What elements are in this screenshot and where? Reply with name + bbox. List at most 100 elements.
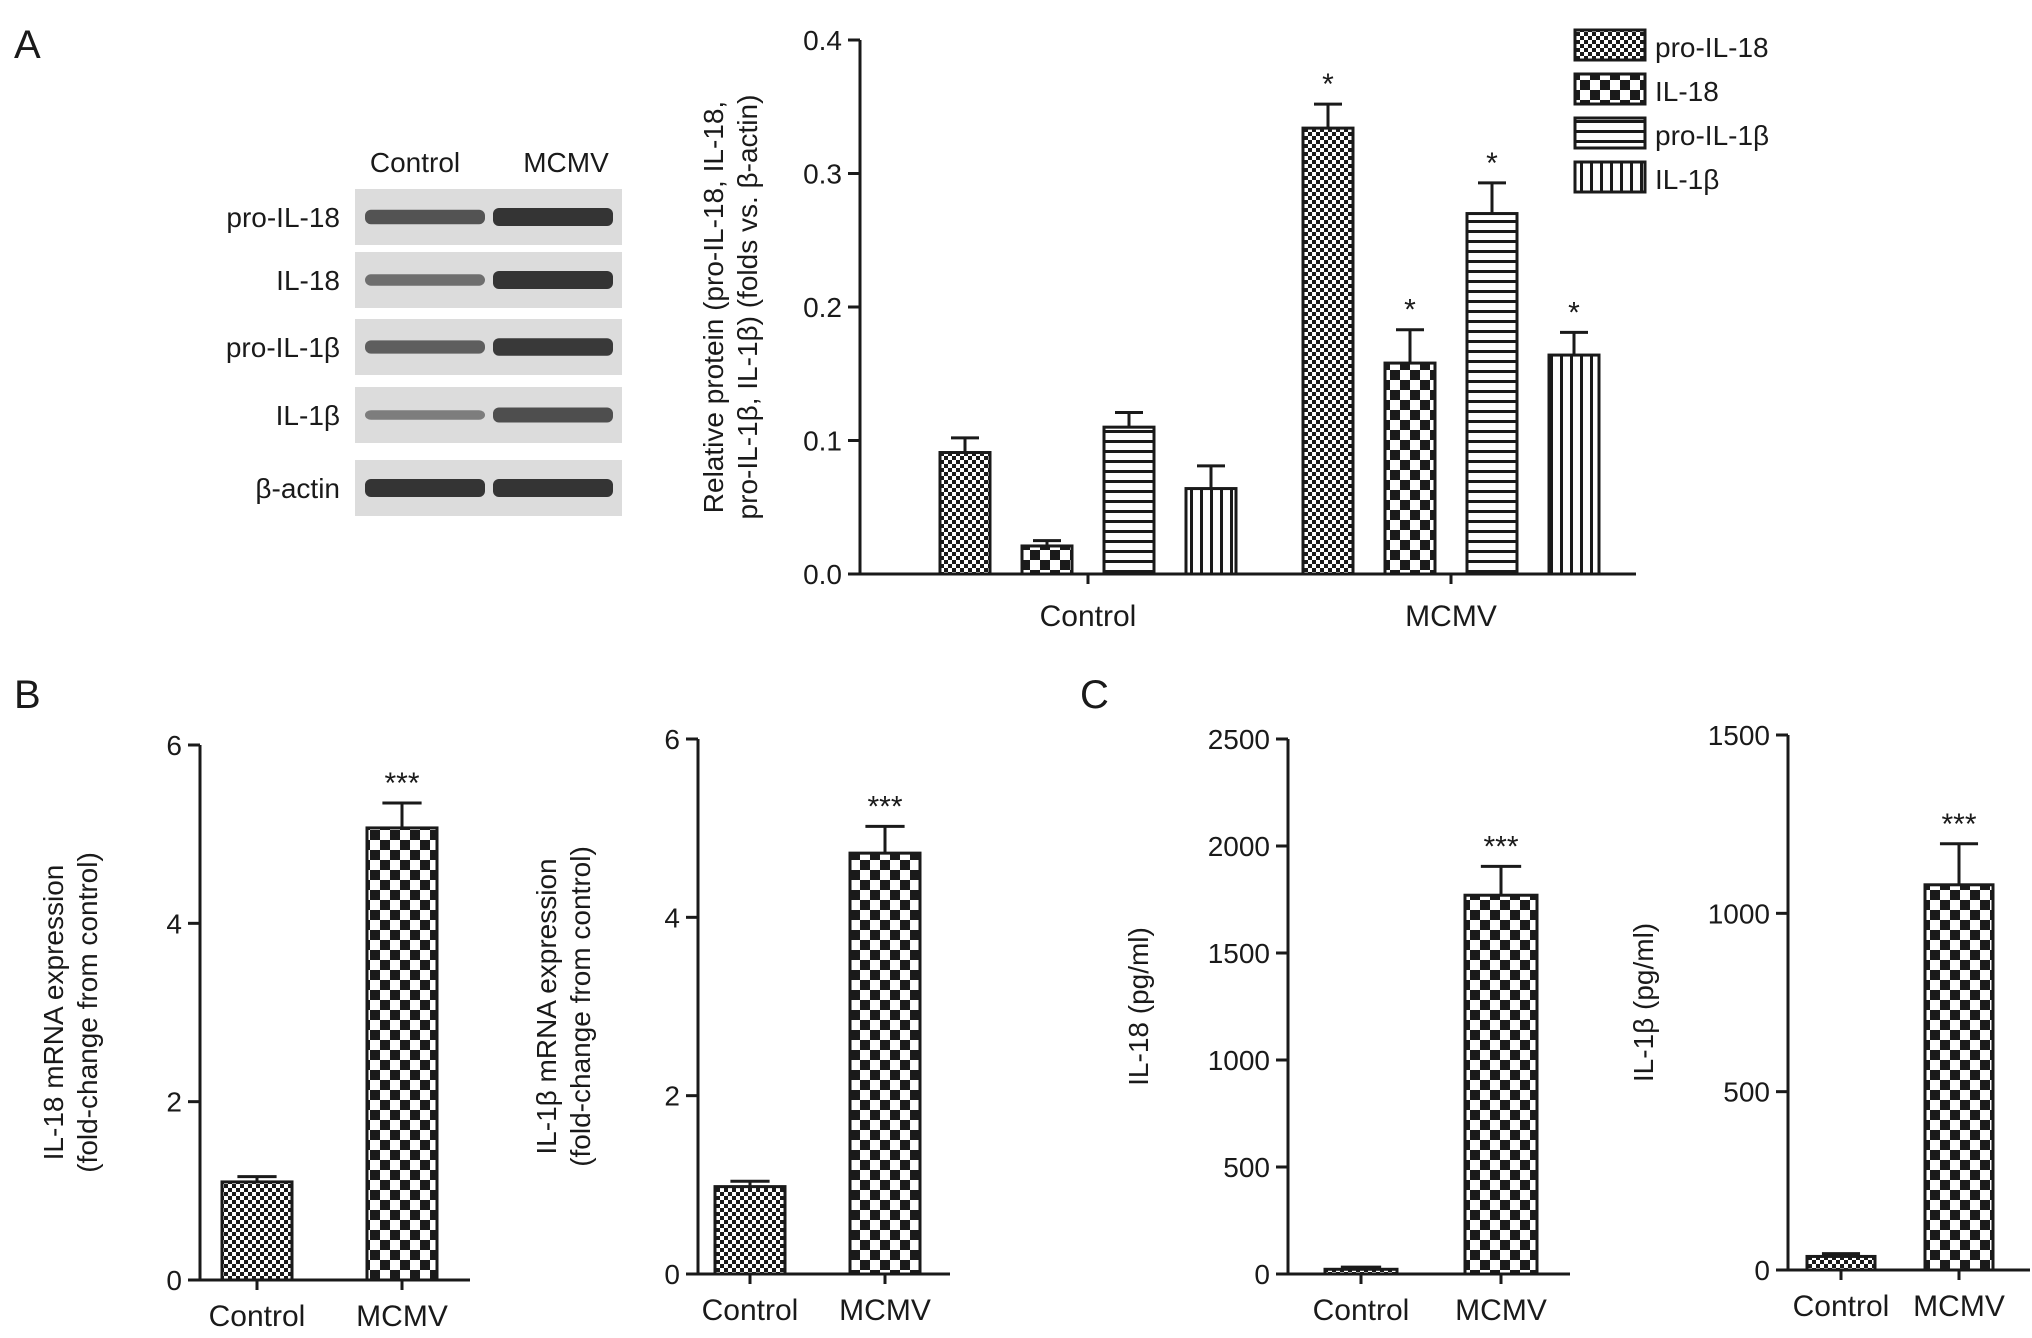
x-tick-label: Control [1313,1294,1410,1327]
blot-column-label: Control [370,147,460,178]
x-tick-label: Control [1040,600,1137,633]
bar [1547,353,1601,576]
chart-protein-levels: 0.0 0.1 0.2 0.3 0.4 Relative protein (pro-IL-… [698,25,1769,633]
y-tick-label: 0 [1254,1259,1270,1290]
x-tick-label: MCMV [1455,1294,1547,1327]
chart-il18-mrna: 0 2 4 6 IL-18 mRNA expression (fold-change fr… [38,730,470,1333]
blot-band [365,209,485,225]
y-tick-label: 2000 [1208,831,1270,862]
legend-label: pro-IL-1β [1655,120,1769,151]
y-tick-label: 0.1 [803,426,842,457]
blot-band [493,407,613,423]
bar [1383,361,1437,576]
y-axis-label: Relative protein (pro-IL-18, IL-18, [698,101,729,513]
bar [365,826,439,1282]
legend-swatch [1573,160,1647,194]
significance-marker: *** [867,790,902,823]
blot-column-label: MCMV [523,147,609,178]
blot-band [365,479,485,497]
bar [1923,883,1995,1272]
x-tick-label: MCMV [839,1294,931,1327]
y-tick-label: 0.2 [803,292,842,323]
legend-swatch [1573,116,1647,150]
y-tick-label: 500 [1723,1077,1770,1108]
blot-band [365,410,485,420]
significance-marker: * [1322,68,1334,101]
y-tick-label: 2 [166,1087,182,1118]
bar [713,1185,787,1276]
significance-marker: *** [1483,830,1518,863]
significance-marker: *** [384,767,419,800]
y-axis-label: IL-18 mRNA expression [38,865,69,1161]
significance-marker: * [1568,296,1580,329]
x-tick-label: MCMV [1913,1290,2005,1323]
y-axis-label: IL-1β (pg/ml) [1628,923,1659,1082]
blot-row-label: pro-IL-1β [226,332,340,363]
y-tick-label: 2 [664,1081,680,1112]
y-tick-label: 6 [166,730,182,761]
blot-band [493,208,613,226]
y-tick-label: 0.4 [803,25,842,56]
y-tick-label: 1000 [1708,898,1770,929]
x-tick-label: Control [1793,1290,1890,1323]
x-tick-label: MCMV [356,1300,448,1333]
chart-il18-elisa: 0 500 1000 1500 2000 2500 IL-18 (pg/ml) Control… [1123,724,1570,1327]
bar [1465,212,1519,576]
y-tick-label: 4 [166,908,182,939]
legend-swatch [1573,28,1647,62]
blot-band [493,479,613,497]
bar [1102,425,1156,576]
panel-letter-a: A [14,23,41,67]
bar [1463,893,1539,1276]
bar [1805,1254,1877,1272]
blot-band [493,271,613,289]
blot-row-label: β-actin [255,473,340,504]
y-tick-label: 500 [1223,1152,1270,1183]
y-tick-label: 1500 [1708,720,1770,751]
significance-marker: * [1486,147,1498,180]
y-tick-label: 2500 [1208,724,1270,755]
significance-marker: *** [1941,808,1976,841]
blot-row-label: pro-IL-18 [226,202,340,233]
y-tick-label: 0.0 [803,559,842,590]
x-tick-label: Control [702,1294,799,1327]
blot-row-label: IL-18 [276,265,340,296]
legend-label: pro-IL-18 [1655,32,1769,63]
legend-swatch [1573,72,1647,106]
y-axis-label: pro-IL-1β, IL-1β) (folds vs. β-actin) [732,95,763,520]
y-axis-label: IL-18 (pg/ml) [1123,927,1154,1086]
bar [1301,126,1355,576]
bar [220,1180,294,1282]
bar [938,451,992,576]
panel-letter-c: C [1080,673,1109,717]
bar [1020,544,1074,576]
legend-label: IL-1β [1655,164,1719,195]
legend-label: IL-18 [1655,76,1719,107]
y-tick-label: 1000 [1208,1045,1270,1076]
blot-row-label: IL-1β [276,400,340,431]
bar [1184,487,1238,576]
y-tick-label: 0 [664,1259,680,1290]
y-tick-label: 0 [166,1265,182,1296]
x-tick-label: MCMV [1405,600,1497,633]
y-axis-label: (fold-change from control) [565,846,596,1167]
y-tick-label: 0 [1754,1255,1770,1286]
y-tick-label: 0.3 [803,159,842,190]
chart-il1b-elisa: 0 500 1000 1500 IL-1β (pg/ml) Control *** MCMV [1628,720,2030,1323]
panel-letter-b: B [14,673,41,717]
y-axis-label: IL-1β mRNA expression [531,858,562,1154]
y-axis-label: (fold-change from control) [72,852,103,1173]
bar [848,851,922,1276]
blot-band [493,338,613,356]
y-tick-label: 6 [664,724,680,755]
western-blot: Control MCMV pro-IL-18 IL-18 pro-IL-1β IL-1… [226,147,622,516]
y-tick-label: 4 [664,902,680,933]
x-tick-label: Control [209,1300,306,1333]
bar [1323,1267,1399,1276]
y-tick-label: 1500 [1208,938,1270,969]
blot-band [365,340,485,354]
blot-band [365,274,485,286]
chart-il1b-mrna: 0 2 4 6 IL-1β mRNA expression (fold-change fr… [531,724,950,1327]
significance-marker: * [1404,294,1416,327]
